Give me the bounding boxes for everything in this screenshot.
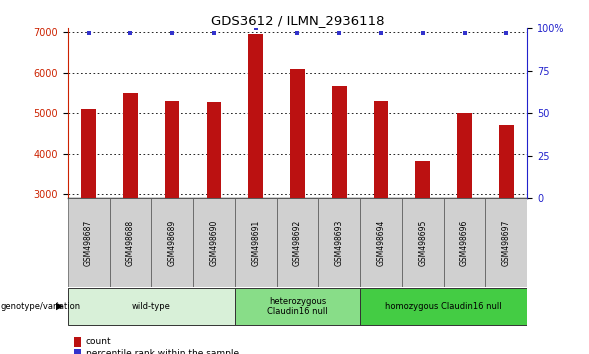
Text: GSM498697: GSM498697	[502, 219, 511, 266]
Bar	[332, 86, 346, 198]
Bar	[444, 198, 485, 287]
Bar	[402, 198, 444, 287]
Bar	[235, 198, 277, 287]
Text: percentile rank within the sample: percentile rank within the sample	[86, 349, 239, 354]
Bar	[235, 287, 360, 325]
Text: genotype/variation: genotype/variation	[1, 302, 81, 311]
Text: ▶: ▶	[56, 301, 64, 311]
Bar	[457, 113, 472, 198]
Bar	[360, 287, 527, 325]
Text: GSM498687: GSM498687	[84, 219, 93, 266]
Text: GSM498690: GSM498690	[210, 219, 219, 266]
Bar	[123, 93, 138, 198]
Text: GSM498695: GSM498695	[418, 219, 427, 266]
Bar	[485, 198, 527, 287]
Bar	[277, 198, 318, 287]
Bar	[81, 109, 96, 198]
Bar	[249, 34, 263, 198]
Text: count: count	[86, 337, 112, 346]
Text: GSM498688: GSM498688	[126, 219, 135, 266]
Text: heterozygous
Claudin16 null: heterozygous Claudin16 null	[267, 297, 327, 316]
Text: GSM498694: GSM498694	[376, 219, 385, 266]
Text: GSM498693: GSM498693	[335, 219, 344, 266]
Bar	[165, 101, 180, 198]
Bar	[373, 101, 388, 198]
Text: wild-type: wild-type	[132, 302, 171, 311]
Bar	[290, 69, 305, 198]
Bar	[68, 198, 110, 287]
Text: GSM498691: GSM498691	[251, 219, 260, 266]
Title: GDS3612 / ILMN_2936118: GDS3612 / ILMN_2936118	[211, 14, 384, 27]
Bar	[318, 198, 360, 287]
Text: GSM498696: GSM498696	[460, 219, 469, 266]
Bar	[110, 198, 151, 287]
Bar	[193, 198, 235, 287]
Text: homozygous Claudin16 null: homozygous Claudin16 null	[385, 302, 502, 311]
Bar	[68, 287, 235, 325]
Bar	[415, 161, 430, 198]
Bar	[499, 125, 514, 198]
Bar	[207, 102, 221, 198]
Text: GSM498692: GSM498692	[293, 219, 302, 266]
Bar	[151, 198, 193, 287]
Text: GSM498689: GSM498689	[168, 219, 177, 266]
Bar	[360, 198, 402, 287]
